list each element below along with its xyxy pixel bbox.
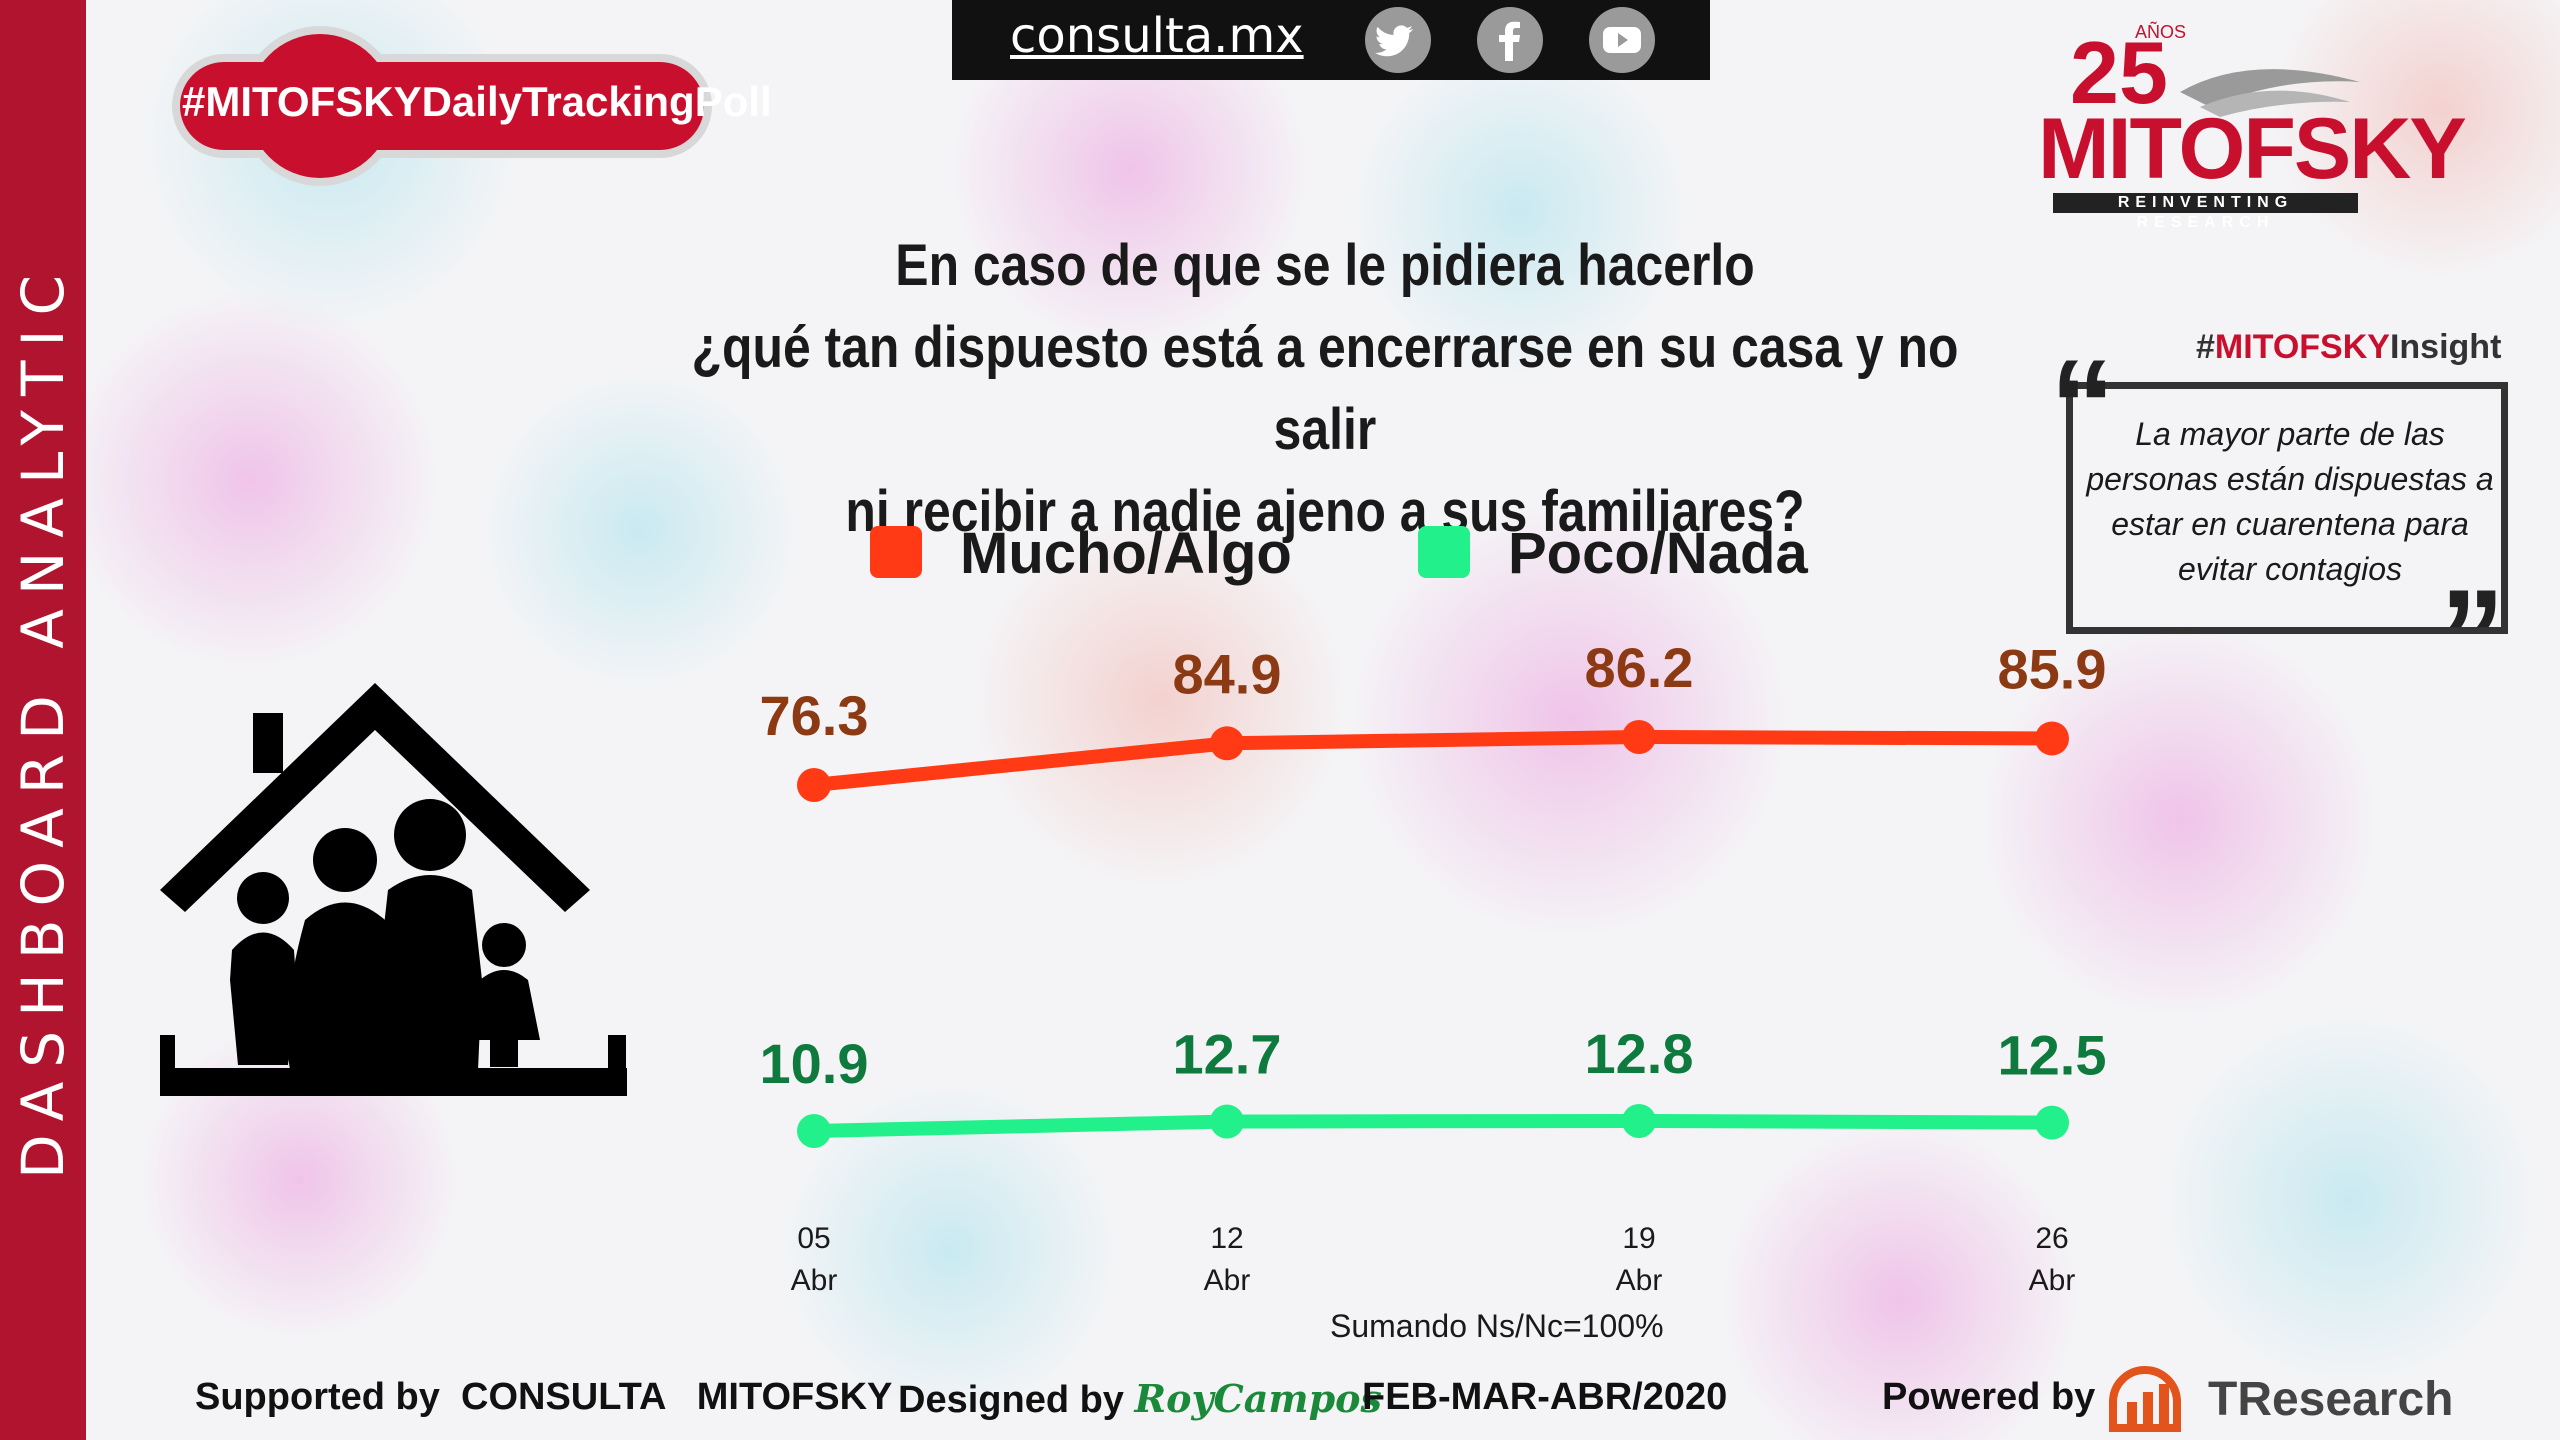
house-family-icon bbox=[160, 683, 627, 1096]
footer-supported: Supported by CONSULTA MITOFSKY bbox=[195, 1376, 892, 1419]
x-tick-label: Abr bbox=[2029, 1264, 2076, 1297]
data-point[interactable] bbox=[1210, 1104, 1244, 1139]
open-quote-icon: “ bbox=[2050, 332, 2115, 478]
hashtag-label: #MITOFSKYDailyTrackingPoll bbox=[182, 78, 772, 125]
hashtag-badge bbox=[172, 26, 712, 186]
footer-period: FEB-MAR-ABR/2020 bbox=[1362, 1376, 1728, 1418]
insight-tag: #MITOFSKYInsight bbox=[2196, 328, 2501, 367]
close-quote-icon: ” bbox=[2440, 562, 2505, 708]
top-bar: consulta.mx bbox=[952, 0, 1710, 80]
data-label: 84.9 bbox=[1173, 642, 1282, 705]
logo-wings bbox=[2180, 69, 2360, 117]
twitter-icon[interactable] bbox=[1365, 7, 1431, 73]
data-label: 76.3 bbox=[760, 684, 869, 747]
legend-swatch bbox=[1418, 526, 1470, 578]
legend-label: Mucho/Algo bbox=[960, 521, 1292, 586]
facebook-icon[interactable] bbox=[1477, 7, 1543, 73]
insight-tag-suffix: Insight bbox=[2389, 328, 2502, 366]
sidebar: DASHBOARD ANALYTIC bbox=[0, 0, 86, 1440]
footer-designed: Designed by RoyCampos bbox=[898, 1376, 1382, 1422]
data-label: 10.9 bbox=[760, 1032, 869, 1095]
data-point[interactable] bbox=[2035, 721, 2069, 756]
logo-anniversary: 25 bbox=[2070, 23, 2168, 122]
x-tick-label: 19 bbox=[1622, 1222, 1655, 1255]
insight-tag-prefix: # bbox=[2196, 328, 2215, 366]
legend-label: Poco/Nada bbox=[1508, 521, 1808, 586]
footer-powered-label: Powered by bbox=[1882, 1376, 2096, 1418]
tresearch-brand: TResearch bbox=[2208, 1373, 2454, 1426]
x-tick-label: Abr bbox=[1204, 1264, 1251, 1297]
x-tick-label: 05 bbox=[797, 1222, 830, 1255]
logo-tagline: REINVENTING RESEARCH bbox=[2053, 193, 2358, 231]
insight-tag-brand: MITOFSKY bbox=[2214, 328, 2390, 366]
data-label: 12.5 bbox=[1998, 1024, 2107, 1087]
data-label: 12.7 bbox=[1173, 1023, 1282, 1086]
question-line-2: ¿qué tan dispuesto está a encerrarse en … bbox=[691, 315, 1959, 462]
chart-question: En caso de que se le pidiera hacerlo ¿qu… bbox=[684, 225, 1965, 553]
site-link[interactable]: consulta.mx bbox=[1010, 8, 1304, 64]
supported-by-label: Supported by bbox=[195, 1376, 440, 1418]
designer-signature: RoyCampos bbox=[1134, 1376, 1382, 1421]
data-label: 85.9 bbox=[1998, 637, 2107, 700]
legend-swatch bbox=[870, 526, 922, 578]
data-point[interactable] bbox=[797, 1114, 831, 1148]
insight-box bbox=[2066, 382, 2508, 634]
x-tick-label: Abr bbox=[791, 1264, 838, 1297]
youtube-icon[interactable] bbox=[1589, 7, 1655, 73]
data-point[interactable] bbox=[1210, 726, 1244, 761]
logo-name: MITOFSKY bbox=[2038, 101, 2467, 197]
data-point[interactable] bbox=[2035, 1105, 2069, 1140]
logo-anos: AÑOS bbox=[2135, 22, 2187, 42]
series-line-0 bbox=[807, 730, 2059, 792]
data-label: 12.8 bbox=[1585, 1022, 1694, 1085]
chart-note: Sumando Ns/Nc=100% bbox=[1330, 1308, 1664, 1344]
tresearch-logo-icon bbox=[2109, 1366, 2181, 1432]
x-tick-label: 12 bbox=[1210, 1222, 1243, 1255]
data-point[interactable] bbox=[1622, 1104, 1656, 1138]
x-tick-label: Abr bbox=[1616, 1264, 1663, 1297]
data-label: 86.2 bbox=[1585, 636, 1694, 699]
series-line-1 bbox=[807, 1114, 2059, 1138]
x-tick-label: 26 bbox=[2035, 1222, 2068, 1255]
data-point[interactable] bbox=[797, 768, 831, 802]
supporter-name: CONSULTA MITOFSKY bbox=[461, 1376, 893, 1418]
question-line-1: En caso de que se le pidiera hacerlo bbox=[895, 233, 1755, 298]
designed-by-label: Designed by bbox=[898, 1379, 1124, 1421]
insight-text: La mayor parte de las personas están dis… bbox=[2086, 416, 2494, 587]
data-point[interactable] bbox=[1622, 720, 1656, 754]
question-line-3: ni recibir a nadie ajeno a sus familiare… bbox=[845, 479, 1805, 544]
